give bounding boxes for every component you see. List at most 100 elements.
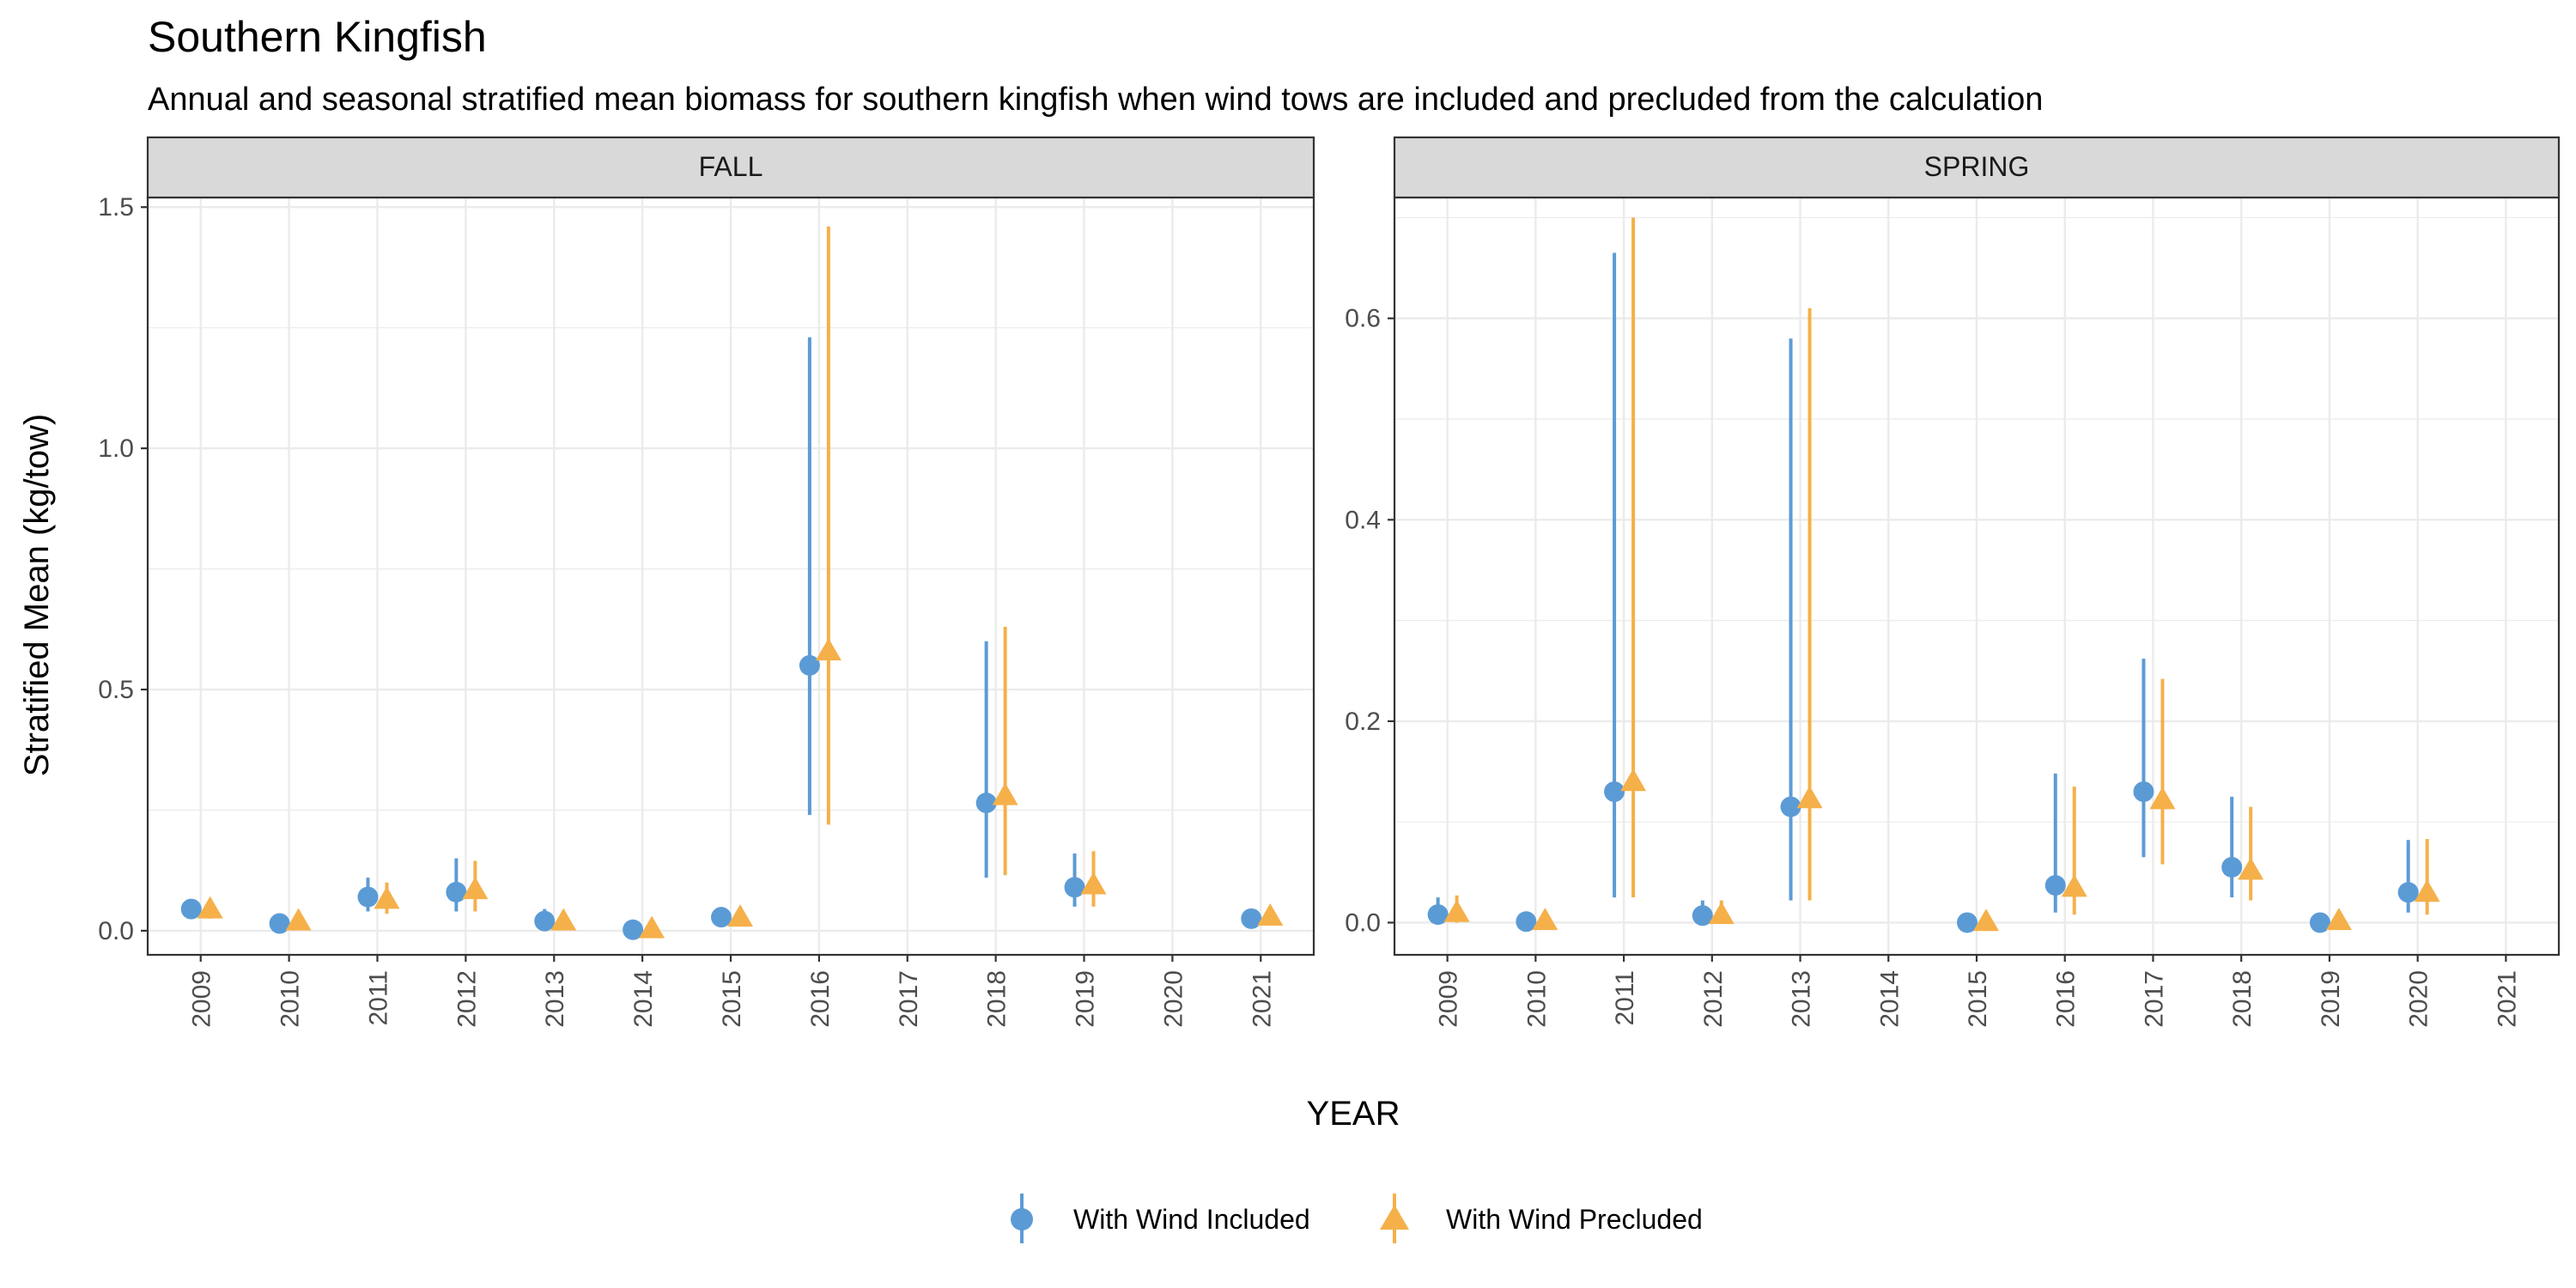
data-point [180,898,202,920]
series-included [1427,252,2419,933]
data-point [2061,874,2087,897]
series-precluded [197,226,1284,939]
facet-label: FALL [699,151,763,182]
data-point [1973,908,1999,932]
y-tick-label: 0.5 [98,676,134,704]
x-tick-label: 2009 [188,970,216,1028]
data-point [1780,796,1801,817]
y-axis-title: Stratified Mean (kg/tow) [18,414,56,776]
y-tick-label: 0.0 [98,917,134,945]
y-tick-label: 0.2 [1345,708,1381,736]
data-point [1796,786,1823,809]
data-point [2044,875,2066,896]
data-point [1532,908,1558,931]
y-tick-label: 0.0 [1345,908,1381,937]
x-tick-label: 2015 [1964,970,1992,1028]
legend-key-included [1011,1194,1033,1243]
data-point [1241,908,1262,929]
panel-spring: SPRING 0.0 0.2 0.4 0.6 2009 2010 2011 2012 2013 20… [1345,136,2561,1028]
facet-strip [1393,136,2561,199]
data-point [711,907,732,928]
data-point [357,886,379,908]
data-point [639,915,665,939]
data-point [1516,911,1537,933]
panel-fall: FALL 0.0 0.5 1.0 1.5 2009 2010 2011 2012 2013 2014… [98,136,1315,1028]
data-point [550,908,577,931]
data-point [623,919,644,940]
x-tick-label: 2010 [276,970,305,1028]
x-tick-label: 2018 [983,970,1012,1028]
data-point [285,908,312,931]
data-point [1957,912,1978,933]
data-point [2414,879,2440,902]
x-tick-label: 2016 [806,970,835,1028]
data-point [2221,856,2243,878]
x-tick-label: 2019 [2317,970,2345,1028]
data-point [1257,903,1284,927]
x-tick-label: 2017 [895,970,923,1028]
legend-precluded-marker [1380,1205,1409,1230]
data-point [197,896,223,919]
x-tick-label: 2015 [718,970,746,1028]
x-tick-label: 2021 [1248,970,1276,1028]
x-tick-label: 2012 [453,970,481,1028]
x-tick-label: 2011 [1611,970,1639,1026]
data-point [2149,787,2176,810]
legend-label-included: With Wind Included [1073,1204,1310,1235]
x-tick-label: 2014 [1875,970,1904,1028]
x-tick-label: 2016 [2052,970,2081,1028]
data-point [1620,769,1647,792]
x-tick-label: 2018 [2228,970,2257,1028]
data-point [1604,781,1625,802]
chart-subtitle: Annual and seasonal stratified mean biom… [148,82,2043,118]
x-tick-label: 2014 [629,970,658,1028]
data-point [1427,904,1449,926]
data-point [2397,882,2419,903]
data-point [534,910,556,932]
facet-label: SPRING [1924,151,2030,182]
data-point [462,877,489,900]
x-axis-title: YEAR [1307,1095,1400,1133]
data-point [374,886,400,909]
data-point [269,913,290,934]
series-included [180,337,1262,940]
data-point [1692,905,1713,927]
y-tick-label: 1.0 [98,434,134,463]
facet-panels: FALL 0.0 0.5 1.0 1.5 2009 2010 2011 2012 2013 2014… [98,136,2561,1028]
data-point [1080,872,1107,895]
data-point [799,654,820,676]
x-tick-label: 2021 [2493,970,2521,1028]
x-tick-label: 2013 [541,970,569,1028]
x-tick-label: 2009 [1435,970,1463,1028]
x-tick-label: 2017 [2140,970,2168,1028]
x-tick-label: 2019 [1072,970,1100,1028]
data-point [1064,877,1085,898]
data-point [1708,902,1735,925]
data-point [727,904,753,927]
data-point [1443,899,1470,922]
y-tick-label: 0.6 [1345,305,1381,333]
legend-label-precluded: With Wind Precluded [1446,1204,1703,1235]
x-tick-label: 2011 [364,970,392,1026]
data-point [975,793,997,814]
legend: With Wind Included With Wind Precluded [1011,1194,1703,1243]
x-tick-label: 2012 [1699,970,1728,1028]
data-point [2133,781,2154,802]
data-point [2309,912,2330,933]
series-precluded [1443,217,2440,932]
legend-key-precluded [1380,1194,1409,1243]
y-tick-label: 0.4 [1345,506,1381,534]
data-point [446,881,467,902]
data-point [992,782,1018,805]
y-tick-label: 1.5 [98,193,134,222]
legend-included-marker [1011,1208,1033,1230]
x-tick-label: 2020 [2405,970,2433,1028]
data-point [2325,908,2352,931]
x-tick-label: 2020 [1159,970,1188,1028]
x-tick-label: 2010 [1522,970,1551,1028]
data-point [2238,857,2264,880]
facet-strip [146,136,1315,199]
data-point [815,638,841,661]
chart-title: Southern Kingfish [148,13,487,61]
